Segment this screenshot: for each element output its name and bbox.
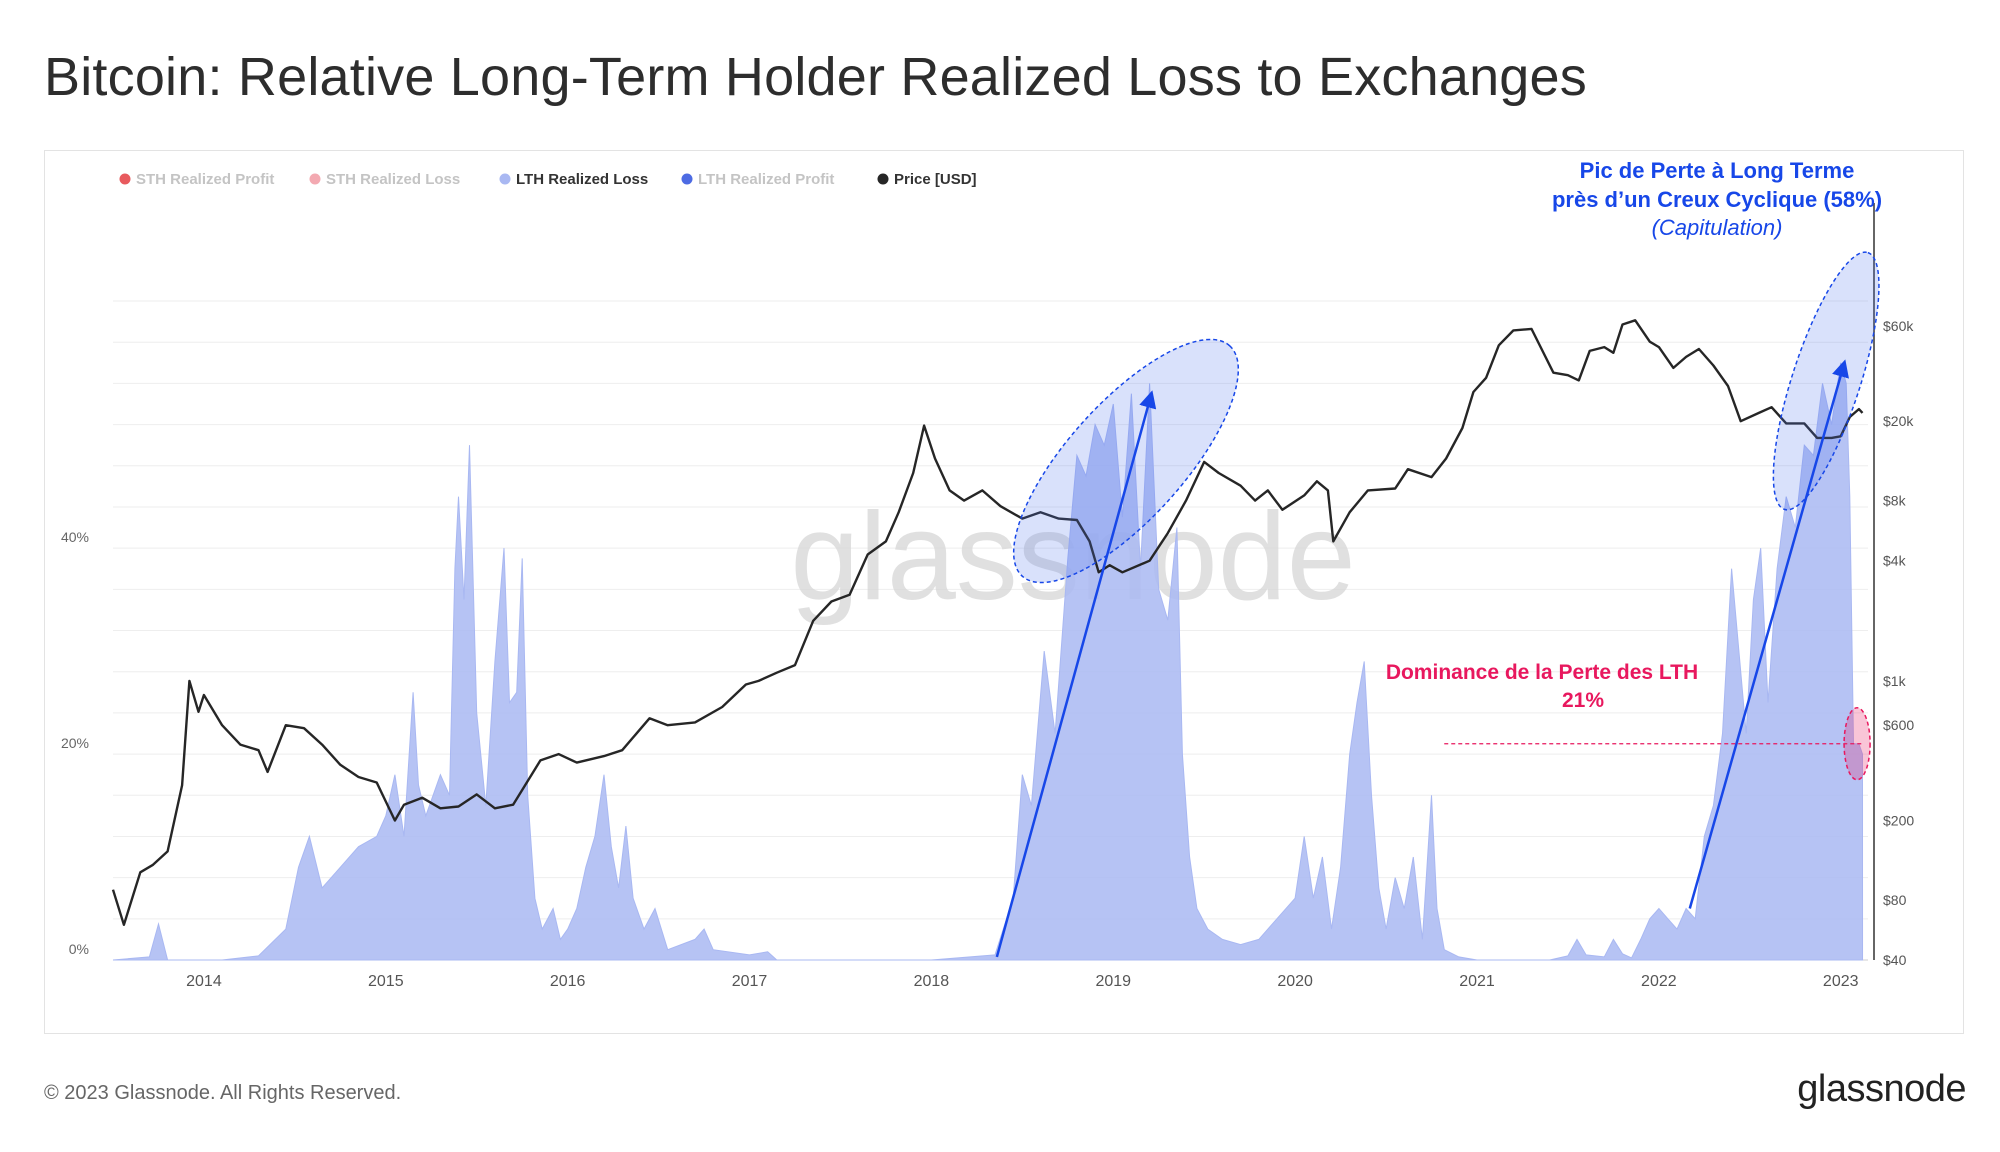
trend-arrow-2022 bbox=[1688, 359, 1849, 909]
axes: 2014 2015 2016 2017 2018 2019 2020 2021 2022 2023… bbox=[61, 203, 1914, 990]
peak-label-line3: (Capitulation) bbox=[1652, 215, 1783, 240]
page-title: Bitcoin: Relative Long-Term Holder Reali… bbox=[44, 47, 1587, 107]
dominance-label-line1: Dominance de la Perte des LTH bbox=[1386, 661, 1698, 684]
y-right-tick-label: $40 bbox=[1883, 952, 1907, 968]
dominance-label-line2: 21% bbox=[1562, 689, 1604, 712]
price-series bbox=[111, 319, 1864, 926]
highlight-ellipse-2019 bbox=[1012, 338, 1240, 584]
y-right-tick-label: $60k bbox=[1883, 318, 1914, 334]
y-right-tick-label: $200 bbox=[1883, 812, 1914, 828]
dominance-ellipse bbox=[1843, 707, 1871, 781]
price-line bbox=[111, 319, 1864, 926]
peak-label-line1: Pic de Perte à Long Terme bbox=[1580, 158, 1855, 183]
y-right-tick-label: $80 bbox=[1883, 892, 1907, 908]
legend-marker bbox=[309, 173, 321, 185]
x-tick-label: 2016 bbox=[550, 973, 586, 990]
x-tick-label: 2019 bbox=[1095, 973, 1131, 990]
y-left-tick-label: 0% bbox=[69, 941, 89, 957]
x-tick-label: 2014 bbox=[186, 973, 222, 990]
lth-loss-series bbox=[112, 362, 1864, 961]
trend-arrow-2019 bbox=[995, 390, 1157, 958]
peak-label-line2: près d’un Creux Cyclique (58%) bbox=[1552, 187, 1882, 212]
legend-label: Price [USD] bbox=[894, 171, 977, 188]
glassnode-logo: glassnode bbox=[1797, 1068, 1966, 1110]
legend-marker bbox=[681, 173, 693, 185]
x-tick-label: 2017 bbox=[732, 973, 768, 990]
legend-label: LTH Realized Loss bbox=[516, 171, 648, 188]
x-tick-label: 2021 bbox=[1459, 973, 1495, 990]
x-tick-label: 2018 bbox=[914, 973, 950, 990]
copyright-text: © 2023 Glassnode. All Rights Reserved. bbox=[44, 1082, 402, 1104]
y-right-tick-label: $20k bbox=[1883, 413, 1914, 429]
legend: STH Realized Profit STH Realized Loss LTH … bbox=[119, 171, 977, 188]
legend-marker bbox=[499, 173, 511, 185]
x-tick-label: 2015 bbox=[368, 973, 404, 990]
x-tick-label: 2022 bbox=[1641, 973, 1677, 990]
lth-loss-area bbox=[112, 362, 1864, 961]
y-right-tick-label: $8k bbox=[1883, 493, 1907, 509]
chart-svg: glassnode 201420152016201720182019202020… bbox=[61, 158, 1914, 990]
y-right-tick-label: $4k bbox=[1883, 553, 1907, 569]
legend-label: STH Realized Profit bbox=[136, 171, 274, 188]
chart-panel: glassnode 201420152016201720182019202020… bbox=[44, 150, 1964, 1034]
y-left-tick-label: 20% bbox=[61, 735, 89, 751]
y-right-tick-label: $600 bbox=[1883, 717, 1914, 733]
legend-label: LTH Realized Profit bbox=[698, 171, 834, 188]
annotations: Pic de Perte à Long Terme près d’un Creux… bbox=[995, 158, 1882, 958]
legend-marker bbox=[119, 173, 131, 185]
legend-marker bbox=[877, 173, 889, 185]
y-left-tick-label: 40% bbox=[61, 529, 89, 545]
legend-label: STH Realized Loss bbox=[326, 171, 460, 188]
highlight-ellipse-2022 bbox=[1772, 251, 1880, 511]
y-right-tick-label: $1k bbox=[1883, 673, 1907, 689]
x-tick-label: 2020 bbox=[1277, 973, 1313, 990]
x-tick-label: 2023 bbox=[1823, 973, 1859, 990]
